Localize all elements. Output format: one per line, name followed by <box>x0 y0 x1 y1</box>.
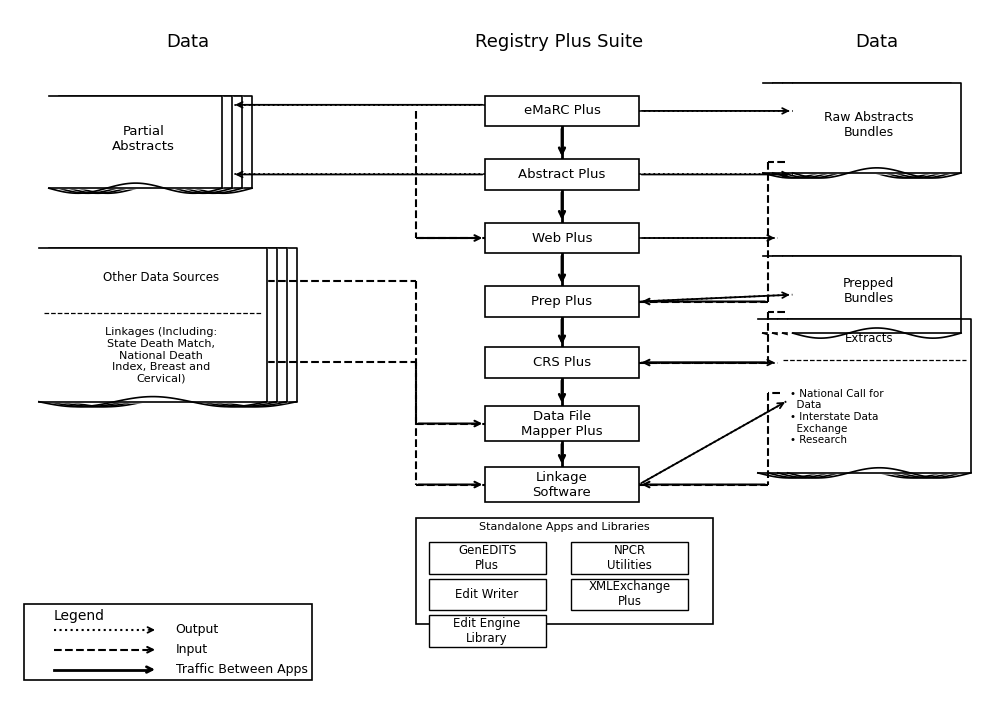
Polygon shape <box>758 320 941 473</box>
Text: Legend: Legend <box>54 609 105 623</box>
Text: Data File
Mapper Plus: Data File Mapper Plus <box>521 410 603 438</box>
Polygon shape <box>69 248 297 402</box>
FancyBboxPatch shape <box>429 542 546 574</box>
Text: Traffic Between Apps: Traffic Between Apps <box>176 663 308 676</box>
Text: Registry Plus Suite: Registry Plus Suite <box>475 32 644 50</box>
Polygon shape <box>773 83 941 173</box>
Polygon shape <box>49 248 277 402</box>
Text: Extracts: Extracts <box>845 333 894 346</box>
FancyBboxPatch shape <box>416 518 713 624</box>
Polygon shape <box>49 96 222 188</box>
Polygon shape <box>768 320 951 473</box>
Text: CRS Plus: CRS Plus <box>533 356 591 369</box>
FancyBboxPatch shape <box>485 347 639 378</box>
Polygon shape <box>783 83 951 173</box>
Polygon shape <box>59 96 232 188</box>
Text: Web Plus: Web Plus <box>532 232 592 245</box>
FancyBboxPatch shape <box>485 287 639 317</box>
Polygon shape <box>788 320 971 473</box>
Text: Abstract Plus: Abstract Plus <box>518 168 606 181</box>
Polygon shape <box>763 83 931 173</box>
Polygon shape <box>59 248 287 402</box>
Polygon shape <box>793 256 961 333</box>
Text: Data: Data <box>855 32 898 50</box>
Text: Linkages (Including:
State Death Match,
National Death
Index, Breast and
Cervica: Linkages (Including: State Death Match, … <box>105 328 217 384</box>
Text: Data: Data <box>166 32 209 50</box>
Polygon shape <box>783 256 951 333</box>
FancyBboxPatch shape <box>485 467 639 503</box>
FancyBboxPatch shape <box>571 542 688 574</box>
Text: Edit Writer: Edit Writer <box>455 588 519 601</box>
Text: Edit Engine
Library: Edit Engine Library <box>453 617 521 645</box>
FancyBboxPatch shape <box>571 579 688 610</box>
FancyBboxPatch shape <box>429 579 546 610</box>
Polygon shape <box>773 256 941 333</box>
FancyBboxPatch shape <box>485 159 639 189</box>
Text: GenEDITS
Plus: GenEDITS Plus <box>458 544 516 572</box>
Text: • National Call for
  Data
• Interstate Data
  Exchange
• Research: • National Call for Data • Interstate Da… <box>790 389 883 445</box>
Text: Prep Plus: Prep Plus <box>531 295 593 308</box>
FancyBboxPatch shape <box>485 406 639 441</box>
FancyBboxPatch shape <box>485 222 639 253</box>
Polygon shape <box>39 248 267 402</box>
FancyBboxPatch shape <box>485 96 639 126</box>
FancyBboxPatch shape <box>24 604 312 680</box>
Polygon shape <box>763 256 931 333</box>
Text: Other Data Sources: Other Data Sources <box>103 271 219 284</box>
Polygon shape <box>69 96 242 188</box>
Text: Raw Abstracts
Bundles: Raw Abstracts Bundles <box>824 111 914 139</box>
Text: Input: Input <box>176 643 208 656</box>
Text: NPCR
Utilities: NPCR Utilities <box>607 544 652 572</box>
Polygon shape <box>79 96 252 188</box>
Text: eMaRC Plus: eMaRC Plus <box>524 104 600 117</box>
FancyBboxPatch shape <box>429 615 546 647</box>
Text: Linkage
Software: Linkage Software <box>533 471 591 498</box>
Polygon shape <box>778 320 961 473</box>
Text: XMLExchange
Plus: XMLExchange Plus <box>589 580 671 608</box>
Text: Prepped
Bundles: Prepped Bundles <box>843 277 895 305</box>
Polygon shape <box>793 83 961 173</box>
Text: Partial
Abstracts: Partial Abstracts <box>112 125 175 153</box>
Text: Output: Output <box>176 624 219 636</box>
Text: Standalone Apps and Libraries: Standalone Apps and Libraries <box>479 522 650 531</box>
